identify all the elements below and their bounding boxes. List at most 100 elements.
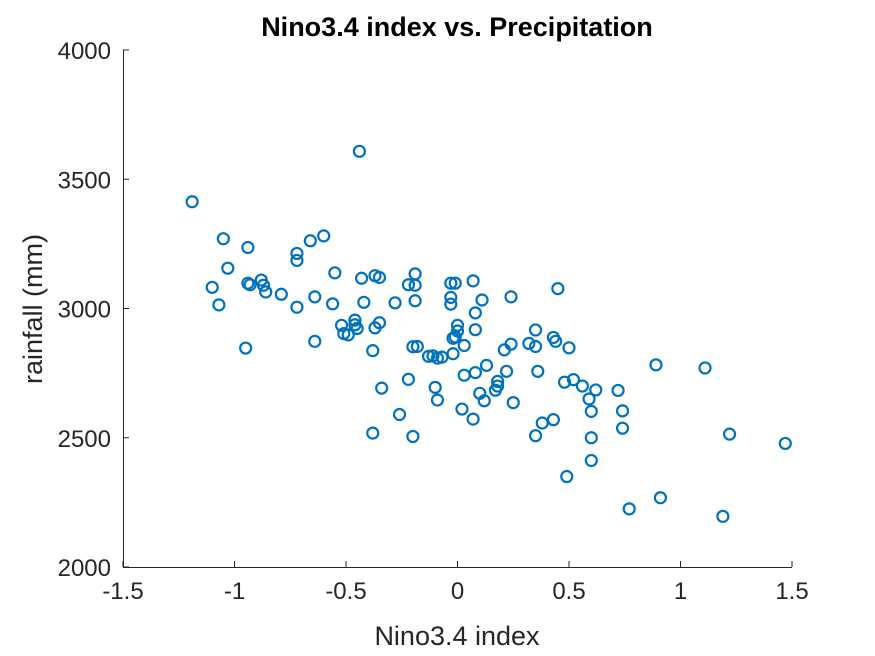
data-point — [216, 232, 230, 246]
data-point — [560, 469, 574, 484]
x-tick-label: 0 — [451, 578, 464, 605]
data-point — [408, 267, 422, 281]
data-point — [448, 276, 462, 290]
y-tick-label: 2000 — [58, 555, 111, 582]
chart-title: Nino3.4 index vs. Precipitation — [261, 12, 653, 42]
data-point — [430, 393, 445, 407]
data-point — [528, 323, 543, 337]
data-point — [589, 383, 603, 397]
y-tick-label: 2500 — [58, 426, 111, 453]
data-point — [221, 261, 235, 275]
data-point — [491, 374, 505, 388]
data-point — [457, 368, 471, 382]
data-point — [722, 427, 737, 441]
data-point — [457, 338, 471, 353]
data-point — [528, 429, 543, 443]
data-point — [584, 453, 598, 468]
data-point — [477, 394, 491, 408]
data-point — [716, 509, 730, 523]
data-point — [241, 240, 255, 255]
data-point — [408, 294, 422, 308]
data-point — [584, 431, 598, 445]
y-tick-label: 3500 — [58, 167, 111, 194]
data-point — [352, 144, 366, 158]
x-ticks: -1.5 -1 -0.5 0 0.5 1 1.5 — [102, 561, 809, 605]
data-point — [698, 361, 712, 375]
data-point — [450, 324, 465, 338]
data-point — [348, 313, 362, 327]
data-point — [446, 347, 460, 361]
data-point — [256, 278, 271, 292]
data-point — [504, 337, 518, 351]
data-point — [308, 290, 322, 304]
data-point — [372, 270, 387, 285]
data-point — [649, 358, 663, 372]
data-point — [290, 246, 304, 261]
data-point — [421, 349, 436, 363]
data-points — [185, 144, 792, 523]
data-point — [308, 334, 322, 348]
data-point — [444, 297, 458, 311]
data-point — [406, 429, 420, 444]
data-point — [444, 276, 458, 290]
data-point — [455, 402, 469, 416]
data-point — [428, 380, 442, 394]
data-point — [406, 340, 420, 354]
data-point — [259, 285, 273, 299]
data-point — [274, 287, 288, 301]
data-point — [611, 383, 625, 398]
x-tick-label: -0.5 — [325, 578, 366, 605]
data-point — [355, 271, 369, 285]
data-point — [504, 290, 518, 304]
axes: -1.5 -1 -0.5 0 0.5 1 1.5 2000 2500 3000 3500 4000 — [58, 38, 809, 605]
y-tick-label: 3000 — [58, 297, 111, 324]
data-point — [562, 341, 576, 355]
x-tick-label: 1 — [674, 578, 687, 605]
data-point — [341, 328, 355, 342]
data-point — [522, 336, 536, 350]
data-point — [468, 366, 482, 380]
data-point — [546, 413, 560, 427]
data-point — [479, 358, 494, 372]
data-point — [584, 404, 598, 418]
data-point — [350, 321, 364, 336]
data-point — [491, 379, 505, 393]
data-point — [401, 278, 416, 292]
data-point — [392, 407, 407, 422]
data-point — [185, 195, 199, 209]
data-point — [366, 344, 380, 358]
data-point — [615, 404, 630, 418]
data-point — [212, 298, 226, 312]
data-point — [388, 296, 402, 310]
data-point — [468, 323, 482, 337]
data-point — [549, 334, 563, 348]
data-point — [466, 274, 480, 288]
data-point — [239, 341, 253, 355]
x-tick-label: 1.5 — [775, 578, 808, 605]
data-point — [357, 295, 371, 309]
data-point — [499, 364, 514, 378]
data-point — [205, 280, 219, 294]
x-tick-label: 0.5 — [552, 578, 585, 605]
data-point — [401, 372, 416, 386]
data-point — [375, 381, 389, 395]
data-point — [290, 300, 304, 314]
data-point — [528, 339, 543, 354]
data-point — [468, 306, 482, 320]
data-point — [372, 316, 387, 330]
data-point — [653, 491, 668, 505]
data-point — [290, 253, 304, 268]
y-ticks: 2000 2500 3000 3500 4000 — [58, 38, 129, 582]
data-point — [410, 339, 424, 354]
x-tick-label: -1.5 — [102, 578, 143, 605]
data-point — [328, 266, 342, 280]
data-point — [778, 436, 792, 451]
data-point — [582, 392, 596, 406]
data-point — [475, 293, 489, 307]
data-point — [551, 281, 565, 296]
data-point — [535, 416, 549, 430]
data-point — [243, 278, 257, 292]
data-point — [575, 379, 589, 393]
data-point — [366, 426, 380, 440]
